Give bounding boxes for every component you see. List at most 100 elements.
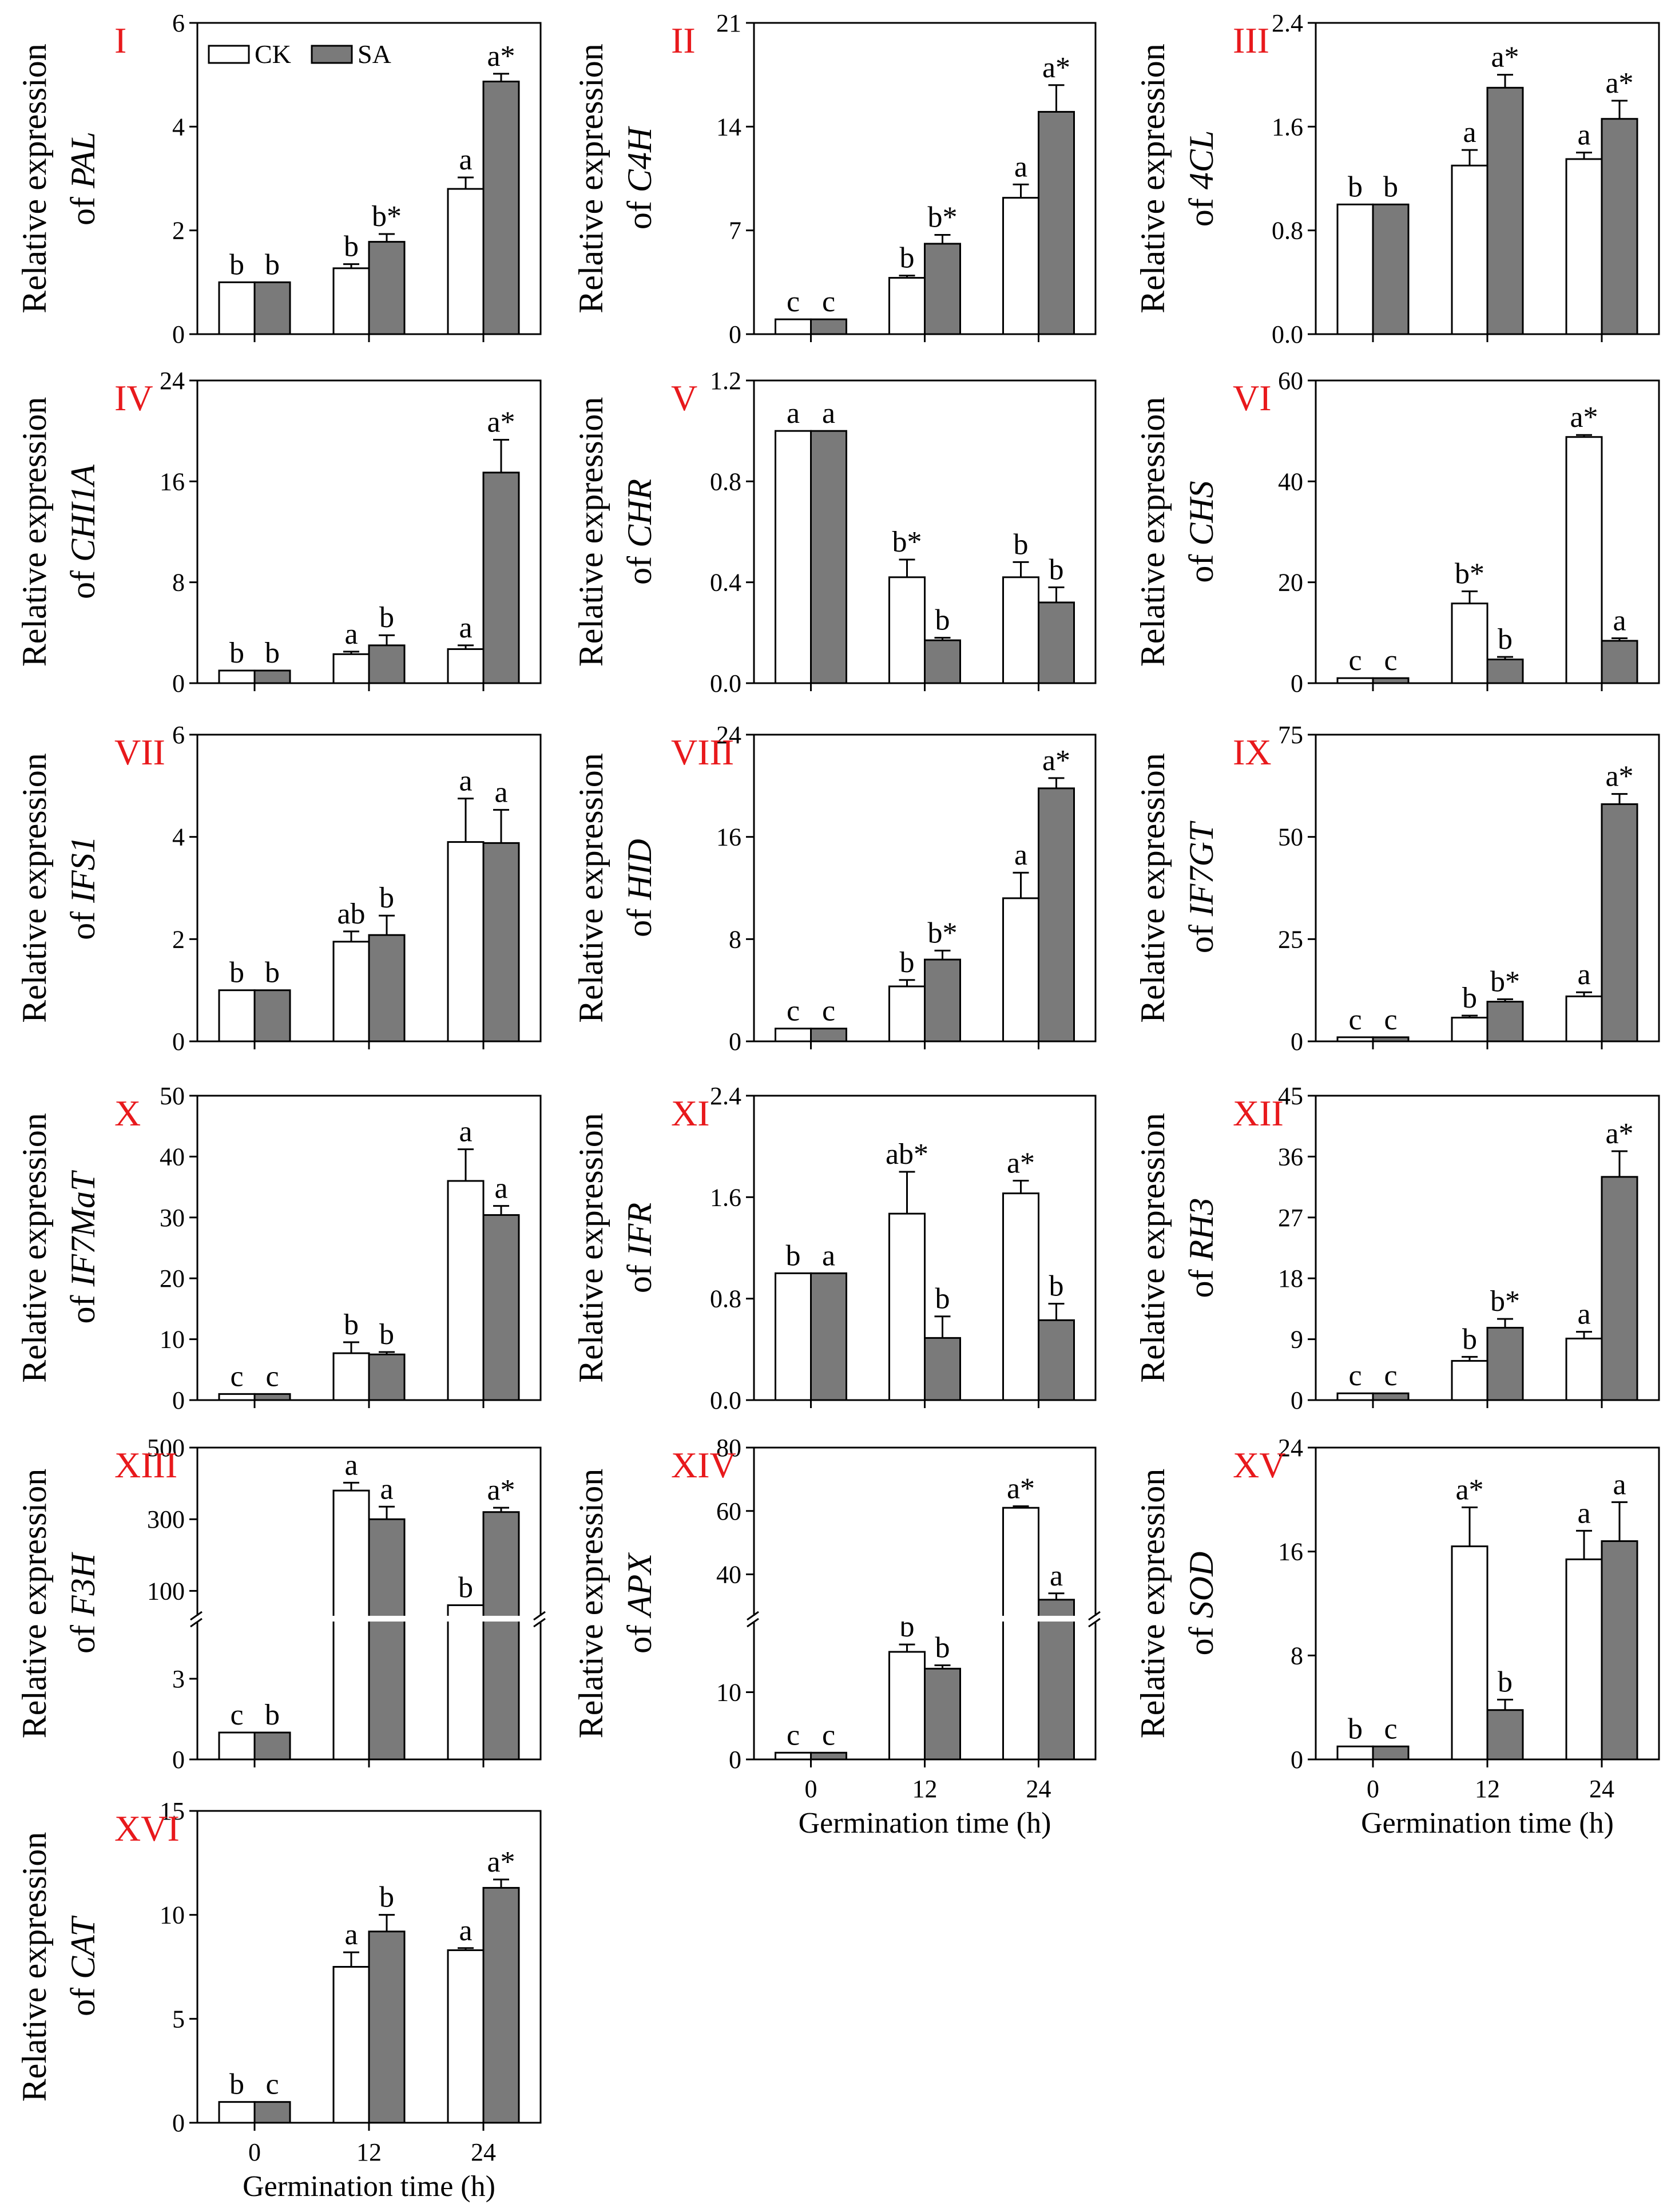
y-tick-label: 10 [160,1326,185,1354]
y-tick-label: 0 [1291,1746,1303,1774]
y-tick-label: 300 [147,1505,185,1533]
panel-label: XVI [114,1808,180,1849]
of-word: of [621,1616,658,1654]
y-tick-label: 25 [1278,925,1303,953]
gene-name: CHS [1182,481,1220,545]
significance-label: b [1049,553,1064,586]
significance-label: a* [487,406,515,439]
significance-label: a [822,1239,835,1272]
y-axis-label: Relative expression [1134,397,1172,667]
y-axis-gene-label: of 4CL [1182,130,1220,227]
significance-label: b [1498,1666,1513,1699]
y-tick-label: 0 [172,1028,185,1056]
significance-label: b [229,2068,244,2101]
bar-ck-0 [775,1751,812,1761]
axis-break-mark [190,1618,203,1628]
bar-sa-24 [1601,1176,1638,1401]
bar-ck-24 [1565,1558,1603,1761]
y-axis-gene-label: of IFR [621,1203,658,1293]
significance-label: ab* [886,1138,928,1171]
bar-ck-0 [218,281,256,335]
y-axis-label: Relative expression [15,1832,53,2102]
panel-label: XI [671,1093,710,1133]
bar-sa-0 [253,989,291,1042]
legend-swatch-sa [311,45,353,64]
bar-sa-0 [810,318,847,335]
y-axis-gene-label: of CAT [64,1915,102,2016]
bar-ck-0 [1336,677,1374,684]
y-tick-label: 5 [172,2005,185,2033]
bar-ck-0 [1336,1392,1374,1401]
legend-swatch-ck [208,45,250,64]
chart-panel-IX: 0 25 50 75 c b a c b* a* Relative expression of IF7… [1134,721,1660,1056]
bar-sa-0 [810,430,847,684]
significance-label: a [1613,1468,1626,1501]
y-tick-label: 0 [172,1386,185,1414]
of-word: of [1182,916,1220,953]
significance-label: c [1384,1359,1397,1392]
significance-label: a [1050,1560,1063,1592]
significance-label: b [1348,171,1363,203]
bar-ck-24 [1565,1337,1603,1401]
significance-label: a [344,1918,358,1951]
y-tick-label: 2.4 [710,1082,741,1110]
significance-label: a [344,1449,358,1481]
y-tick-label: 100 [147,1577,185,1605]
significance-label: c [265,1360,279,1393]
gene-name: HID [621,839,658,901]
axis-break-gap [751,1616,1099,1622]
y-tick-label: 20 [1278,569,1303,597]
bar-sa-12 [368,241,406,335]
bar-sa-0 [1372,677,1410,684]
y-tick-label: 0.8 [710,1285,741,1313]
bar-ck-0 [775,318,812,335]
legend-label-sa: SA [358,39,391,69]
significance-label: b [344,231,359,263]
gene-name: SOD [1182,1552,1220,1619]
panel-label: IV [114,378,153,418]
y-tick-label: 21 [716,9,741,37]
significance-label: b [229,248,244,281]
panel-label: VIII [671,732,734,772]
significance-label: c [1348,1359,1362,1392]
bar-sa-0 [810,1028,847,1042]
bar-ck-24 [1565,995,1603,1042]
bar-ck-12 [1451,602,1489,684]
significance-label: b [1014,528,1029,561]
axis-break-mark [747,1611,759,1621]
bar-sa-12 [924,958,961,1042]
x-axis-title: Germination time (h) [243,2170,495,2203]
bar-ck-0 [775,1028,812,1042]
significance-label: b [1348,1712,1363,1745]
y-tick-label: 0.0 [710,1386,741,1414]
of-word: of [64,1979,102,2016]
axis-break-mark [1088,1618,1101,1628]
y-axis-label: Relative expression [572,1469,610,1739]
y-tick-label: 1.6 [1272,113,1303,141]
y-axis-gene-label: of RH3 [1182,1198,1220,1298]
y-tick-label: 10 [160,1901,185,1929]
y-axis-label: Relative expression [1134,753,1172,1023]
gene-name: IFS1 [64,836,102,903]
gene-name: CHR [621,479,658,548]
significance-label: b [229,957,244,989]
y-axis-gene-label: of CHR [621,479,658,585]
bar-sa-24 [482,1511,520,1761]
bar-ck-12 [1451,1017,1489,1042]
y-axis-label: Relative expression [1134,1469,1172,1739]
of-word: of [64,562,102,599]
y-tick-label: 0 [172,1746,185,1774]
y-tick-label: 27 [1278,1204,1303,1232]
x-tick-label: 0 [248,2138,261,2166]
significance-label: b [379,601,394,634]
significance-label: b [379,1881,394,1914]
significance-label: c [1348,1004,1362,1036]
significance-label: c [1384,644,1397,677]
x-tick-label: 12 [356,2138,382,2166]
significance-label: b* [372,200,402,233]
significance-label: b [379,882,394,914]
bar-ck-12 [332,1352,370,1401]
significance-label: b [935,1283,950,1315]
